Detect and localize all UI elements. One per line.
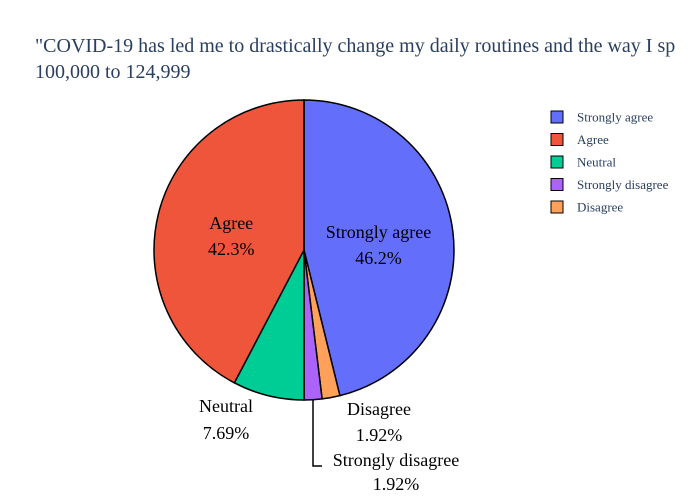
chart-title: "COVID-19 has led me to drastically chan… bbox=[35, 35, 675, 57]
slice-label-strongly-agree: Strongly agree bbox=[326, 222, 431, 242]
slice-label-agree: Agree bbox=[209, 213, 253, 233]
chart-subtitle: 100,000 to 124,999 bbox=[35, 61, 191, 83]
legend-label-neutral[interactable]: Neutral bbox=[577, 155, 616, 170]
legend-swatch-disagree[interactable] bbox=[550, 200, 564, 214]
legend-swatch-agree[interactable] bbox=[550, 133, 564, 146]
slice-percent-neutral: 7.69% bbox=[203, 423, 250, 443]
slice-label-strongly-disagree: Strongly disagree bbox=[333, 450, 459, 470]
legend-label-agree[interactable]: Agree bbox=[577, 132, 609, 147]
legend-label-strongly-disagree[interactable]: Strongly disagree bbox=[577, 177, 669, 192]
legend-label-strongly-agree[interactable]: Strongly agree bbox=[577, 110, 653, 125]
slice-label-disagree: Disagree bbox=[347, 399, 411, 419]
pie-labels: Strongly agree 46.2% Disagree 1.92% Strongly… bbox=[199, 213, 459, 494]
legend-swatch-strongly-agree[interactable] bbox=[550, 110, 564, 124]
slice-agree bbox=[153, 99, 305, 384]
slice-percent-strongly-disagree: 1.92% bbox=[373, 474, 420, 494]
slice-label-neutral: Neutral bbox=[199, 396, 253, 416]
pie-slices bbox=[153, 99, 455, 401]
slice-strongly-agree bbox=[303, 99, 455, 397]
legend-swatch-strongly-disagree[interactable] bbox=[550, 178, 564, 191]
slice-percent-disagree: 1.92% bbox=[356, 425, 403, 445]
leader-line-strongly-disagree bbox=[312, 400, 322, 467]
legend: Strongly agree Agree Neutral Strongly disag… bbox=[550, 110, 669, 215]
slice-percent-agree: 42.3% bbox=[208, 239, 255, 259]
legend-label-disagree[interactable]: Disagree bbox=[577, 200, 623, 215]
slice-percent-strongly-agree: 46.2% bbox=[355, 248, 402, 268]
legend-swatch-neutral[interactable] bbox=[550, 155, 564, 169]
